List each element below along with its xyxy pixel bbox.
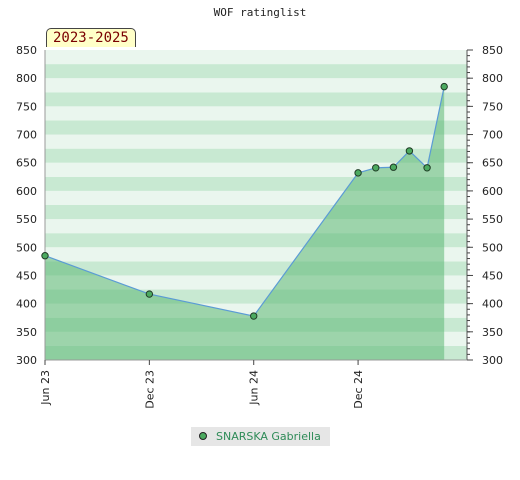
legend-marker-icon — [199, 432, 207, 440]
y-tick-label-left: 550 — [16, 213, 37, 226]
x-tick-label: Jun 23 — [39, 370, 52, 406]
grid-band — [45, 120, 467, 135]
y-tick-label-right: 700 — [482, 129, 503, 142]
y-tick-label-left: 600 — [16, 185, 37, 198]
y-tick-label-left: 350 — [16, 326, 37, 339]
x-tick-label: Dec 23 — [143, 370, 156, 409]
data-point — [250, 312, 258, 320]
x-tick-label: Jun 24 — [248, 370, 261, 406]
grid-band — [45, 50, 467, 65]
grid-band — [45, 64, 467, 79]
y-tick-label-left: 700 — [16, 129, 37, 142]
data-point — [354, 169, 362, 177]
legend-label: SNARSKA Gabriella — [216, 430, 321, 443]
data-point — [405, 147, 414, 155]
y-tick-label-right: 450 — [482, 269, 503, 282]
y-tick-label-left: 650 — [16, 157, 37, 170]
y-tick-label-right: 350 — [482, 326, 503, 339]
grid-band — [45, 92, 467, 107]
data-point — [372, 164, 380, 172]
y-tick-label-right: 550 — [482, 213, 503, 226]
grid-band — [45, 106, 467, 121]
y-tick-label-right: 650 — [482, 157, 503, 170]
period-label: 2023-2025 — [46, 28, 136, 47]
data-point — [41, 252, 49, 260]
grid-band — [45, 134, 467, 149]
y-tick-label-right: 600 — [482, 185, 503, 198]
y-tick-label-left: 750 — [16, 100, 37, 113]
y-tick-label-right: 850 — [482, 44, 503, 57]
chart-title: WOF ratinglist — [213, 6, 307, 19]
y-tick-label-left: 800 — [16, 72, 37, 85]
y-tick-label-left: 300 — [16, 354, 37, 367]
data-point — [423, 164, 431, 172]
x-tick-label: Dec 24 — [352, 370, 365, 409]
y-tick-label-right: 500 — [482, 241, 503, 254]
y-tick-label-left: 450 — [16, 269, 37, 282]
legend[interactable]: SNARSKA Gabriella — [191, 427, 330, 446]
grid-band — [45, 78, 467, 93]
y-tick-label-right: 400 — [482, 298, 503, 311]
data-point — [440, 82, 448, 91]
data-point — [145, 290, 154, 298]
data-point — [389, 163, 398, 171]
grid-band — [45, 148, 467, 163]
y-tick-label-right: 800 — [482, 72, 503, 85]
y-tick-label-left: 400 — [16, 298, 37, 311]
y-tick-label-left: 500 — [16, 241, 37, 254]
series-area — [45, 86, 445, 361]
y-tick-label-right: 750 — [482, 100, 503, 113]
y-tick-label-left: 850 — [16, 44, 37, 57]
y-tick-label-right: 300 — [482, 354, 503, 367]
